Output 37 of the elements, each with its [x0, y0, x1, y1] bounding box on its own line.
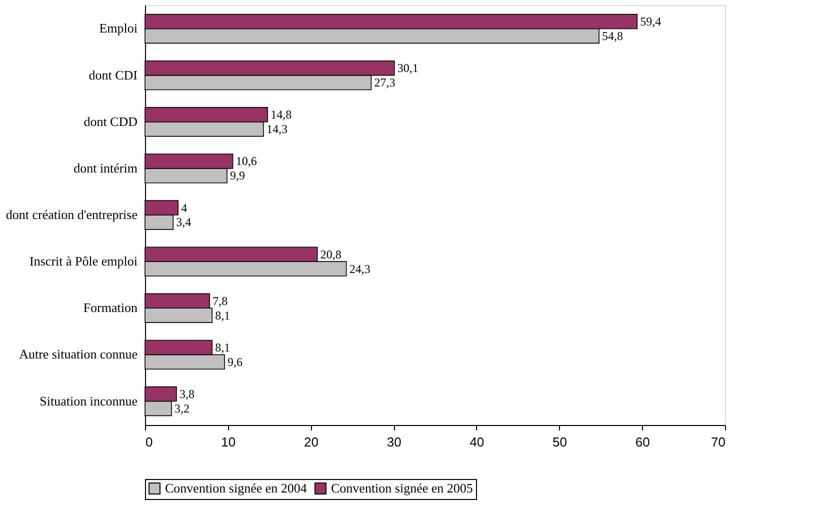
y-tick-label: dont intérim	[74, 160, 138, 176]
data-label: 20,8	[320, 247, 342, 262]
data-label: 8,1	[215, 340, 230, 354]
data-label: 3,8	[179, 387, 194, 402]
data-label: 59,4	[640, 14, 662, 29]
data-label: 14,8	[270, 108, 292, 122]
data-label: 10,6	[236, 154, 257, 168]
data-label: 9,6	[228, 354, 243, 369]
x-tick-label: 10	[221, 434, 236, 450]
y-tick-label: dont création d'entreprise	[6, 207, 138, 222]
legend-label: Convention signée en 2004	[165, 480, 308, 496]
data-label: 7,8	[212, 294, 228, 308]
x-tick-label: 0	[146, 434, 153, 450]
legend-label: Convention signée en 2005	[331, 480, 473, 496]
data-label: 24,3	[349, 262, 370, 276]
data-label: 3,4	[176, 215, 192, 230]
y-tick-label: dont CDI	[88, 67, 138, 82]
x-tick-label: 30	[386, 434, 402, 450]
data-label: 3,2	[174, 401, 190, 416]
data-label: 4	[181, 200, 188, 215]
y-tick-label: Inscrit à Pôle emploi	[30, 254, 138, 269]
y-tick-label: Situation inconnue	[40, 393, 138, 408]
data-label: 27,3	[374, 76, 396, 90]
x-tick-label: 60	[635, 434, 650, 450]
data-label: 54,8	[602, 28, 624, 43]
data-label: 9,9	[230, 168, 246, 183]
y-tick-label: dont CDD	[84, 114, 138, 129]
data-label: 8,1	[215, 308, 230, 322]
y-tick-label: Formation	[83, 300, 138, 316]
y-tick-label: Autre situation connue	[19, 346, 138, 362]
data-label: 30,1	[397, 61, 418, 76]
x-tick-label: 40	[470, 434, 484, 450]
x-tick-label: 50	[552, 434, 568, 450]
y-tick-label: Emploi	[99, 20, 138, 36]
x-tick-label: 70	[711, 434, 726, 450]
x-tick-label: 20	[304, 434, 318, 450]
data-label: 14,3	[266, 122, 288, 136]
